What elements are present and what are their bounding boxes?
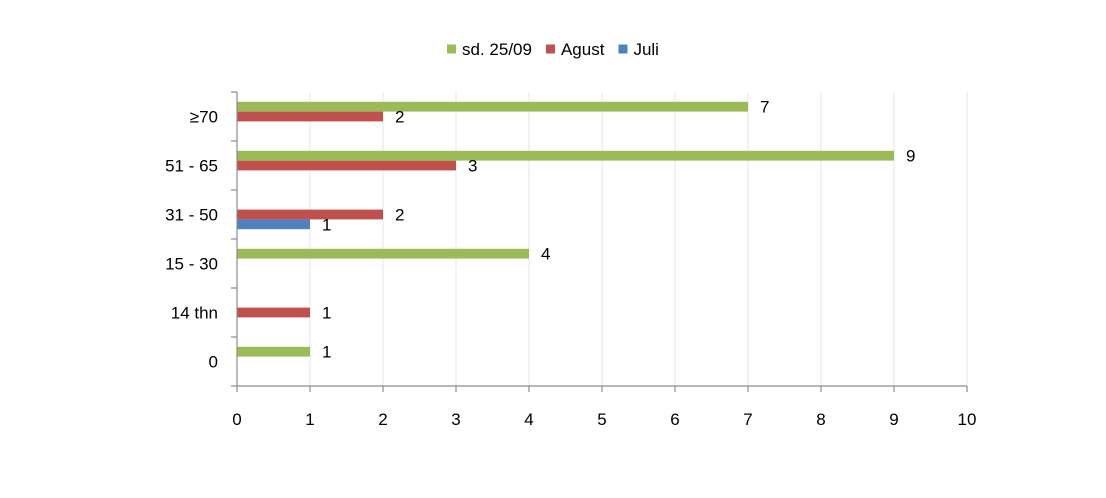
- y-category-label: ≥70: [190, 108, 218, 127]
- x-tick-label: 5: [597, 410, 606, 429]
- y-category-label: 0: [209, 353, 218, 372]
- data-label: 3: [468, 157, 477, 176]
- bar: [237, 219, 310, 230]
- x-tick-label: 0: [232, 410, 241, 429]
- x-tick-label: 9: [889, 410, 898, 429]
- x-tick-label: 8: [816, 410, 825, 429]
- x-tick-label: 2: [378, 410, 387, 429]
- legend-label: sd. 25/09: [462, 40, 532, 59]
- legend-swatch: [618, 44, 628, 54]
- data-label: 9: [906, 147, 915, 166]
- data-label: 1: [322, 343, 331, 362]
- data-label: 4: [541, 245, 550, 264]
- x-tick-label: 10: [958, 410, 977, 429]
- y-category-label: 15 - 30: [165, 255, 218, 274]
- bar: [237, 307, 310, 318]
- axes: [231, 91, 968, 392]
- data-label: 1: [322, 215, 331, 234]
- x-axis-ticks: 0 1 2 3 4 5 6 7 8 9 10: [232, 410, 976, 429]
- chart-legend: sd. 25/09 Agust Juli: [447, 40, 659, 59]
- y-category-label: 31 - 50: [165, 206, 218, 225]
- data-label: 7: [760, 98, 769, 117]
- data-label: 1: [322, 304, 331, 323]
- data-label: 2: [395, 108, 404, 127]
- data-labels: 1 1 2 3 2 1 4 9 7: [322, 98, 915, 362]
- data-label: 2: [395, 206, 404, 225]
- bar: [237, 248, 529, 259]
- bar: [237, 150, 894, 161]
- y-axis-ticks: 0 14 thn 15 - 30 31 - 50 51 - 65 ≥70: [165, 108, 218, 372]
- legend-swatch: [545, 44, 555, 54]
- legend-swatch: [447, 44, 457, 54]
- x-tick-label: 6: [670, 410, 679, 429]
- bar: [237, 209, 383, 220]
- legend-label: Juli: [633, 40, 659, 59]
- x-tick-label: 7: [743, 410, 752, 429]
- bar: [237, 111, 383, 122]
- bars: [237, 101, 894, 357]
- gridlines: [309, 92, 968, 386]
- legend-label: Agust: [561, 40, 605, 59]
- x-tick-label: 1: [305, 410, 314, 429]
- x-tick-label: 3: [451, 410, 460, 429]
- bar: [237, 101, 748, 112]
- y-category-label: 14 thn: [171, 304, 218, 323]
- x-tick-label: 4: [524, 410, 533, 429]
- bar: [237, 346, 310, 357]
- bar: [237, 160, 456, 171]
- y-category-label: 51 - 65: [165, 157, 218, 176]
